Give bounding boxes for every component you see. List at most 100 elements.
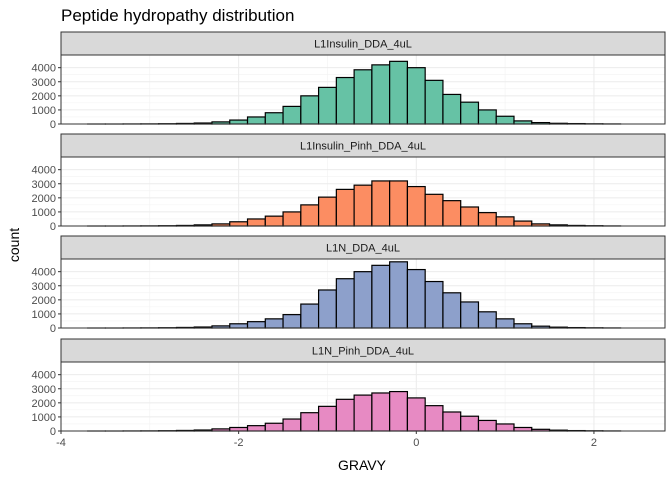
- histogram-bar: [513, 323, 533, 329]
- histogram-bar: [371, 392, 391, 432]
- histogram-bar: [460, 415, 480, 432]
- histogram-bar: [353, 271, 373, 329]
- y-tick-label: 1000: [32, 105, 56, 117]
- y-axis-title: count: [6, 228, 22, 262]
- panel-border: [60, 258, 666, 329]
- histogram-bar: [282, 314, 302, 329]
- y-tick-label: 0: [50, 426, 56, 438]
- x-axis: -4 -2 0 2: [56, 431, 597, 449]
- histogram-bar: [335, 278, 355, 329]
- histogram-bar: [353, 394, 373, 432]
- histogram-bar: [389, 261, 409, 329]
- facet-label: L1Insulin_Pinh_DDA_4uL: [300, 141, 426, 153]
- histogram-bar: [424, 405, 444, 432]
- histogram-bar: [229, 323, 249, 329]
- y-tick-label: 2000: [32, 398, 56, 410]
- histogram-bar: [335, 76, 355, 125]
- histogram-bar: [282, 105, 302, 125]
- y-tick-label: 1000: [32, 412, 56, 424]
- histogram-bar: [371, 64, 391, 125]
- histogram-bar: [406, 397, 426, 432]
- y-tick-label: 1000: [32, 309, 56, 321]
- histogram-bar: [371, 180, 391, 227]
- y-tick-label: 2000: [32, 193, 56, 205]
- chart-title: Peptide hydropathy distribution: [61, 6, 294, 25]
- histogram-bar: [246, 218, 266, 227]
- facet-panel: L1N_Pinh_DDA_4uL 0 1000 2000 3000 4000: [32, 338, 666, 438]
- histogram-bar: [300, 412, 320, 432]
- histogram-bar: [513, 426, 533, 432]
- histogram-bar: [460, 101, 480, 125]
- histogram-bar: [477, 212, 497, 227]
- histogram-bar: [460, 206, 480, 227]
- histogram-bar: [353, 69, 373, 125]
- histogram-bar: [442, 411, 462, 432]
- histogram-bar: [389, 60, 409, 125]
- facet-panel: L1Insulin_DDA_4uL 0 1000 2000 3000 4000: [32, 31, 666, 131]
- histogram-bar: [442, 93, 462, 125]
- histogram-bar: [371, 264, 391, 329]
- y-tick-label: 0: [50, 323, 56, 335]
- histogram-bar: [300, 303, 320, 329]
- histogram-bar: [300, 95, 320, 125]
- facet-label: L1N_Pinh_DDA_4uL: [312, 346, 414, 358]
- y-tick-label: 0: [50, 119, 56, 131]
- y-tick-label: 1000: [32, 207, 56, 219]
- histogram-bar: [424, 193, 444, 227]
- histogram-bar: [300, 204, 320, 227]
- facet-label: L1N_DDA_4uL: [326, 243, 400, 255]
- histogram-bar: [406, 185, 426, 227]
- x-tick-label: -2: [234, 437, 244, 449]
- histogram-bar: [495, 115, 515, 125]
- histogram-bar: [353, 184, 373, 227]
- histogram-bar: [264, 215, 284, 227]
- facet-panels: L1Insulin_DDA_4uL01000200030004000L1Insu…: [32, 31, 666, 438]
- y-tick-label: 3000: [32, 281, 56, 293]
- facet-panel: L1Insulin_Pinh_DDA_4uL 0 1000 2000 3000 4000: [32, 133, 666, 233]
- histogram-bar: [335, 188, 355, 227]
- panel-border: [60, 156, 666, 227]
- y-tick-label: 4000: [32, 267, 56, 279]
- y-tick-label: 4000: [32, 63, 56, 75]
- histogram-bar: [389, 180, 409, 227]
- histogram-bar: [477, 311, 497, 329]
- histogram-bar: [264, 422, 284, 432]
- histogram-bar: [406, 67, 426, 125]
- histogram-bar: [317, 196, 337, 227]
- y-tick-label: 4000: [32, 370, 56, 382]
- histogram-bar: [460, 301, 480, 329]
- histogram-bar: [229, 221, 249, 227]
- histogram-bar: [477, 109, 497, 125]
- y-tick-label: 3000: [32, 384, 56, 396]
- y-tick-label: 0: [50, 221, 56, 233]
- histogram-bar: [495, 216, 515, 227]
- panel-border: [60, 361, 666, 432]
- histogram-bar: [282, 211, 302, 227]
- x-axis-title: GRAVY: [338, 457, 387, 473]
- histogram-bar: [513, 220, 533, 227]
- histogram-bar: [442, 292, 462, 329]
- histogram-bar: [246, 116, 266, 125]
- histogram-bar: [264, 318, 284, 329]
- histogram-bar: [229, 426, 249, 432]
- facet-label: L1Insulin_DDA_4uL: [314, 39, 412, 51]
- histogram-bar: [335, 398, 355, 432]
- histogram-bar: [389, 390, 409, 432]
- y-tick-label: 3000: [32, 77, 56, 89]
- x-tick-label: 2: [591, 437, 597, 449]
- histogram-bar: [424, 79, 444, 125]
- y-tick-label: 2000: [32, 91, 56, 103]
- histogram-bar: [246, 321, 266, 329]
- y-tick-label: 2000: [32, 295, 56, 307]
- histogram-bar: [317, 86, 337, 125]
- histogram-bar: [264, 112, 284, 125]
- y-tick-label: 3000: [32, 179, 56, 191]
- histogram-bar: [495, 423, 515, 432]
- histogram-bar: [424, 280, 444, 329]
- x-tick-label: -4: [56, 437, 66, 449]
- histogram-bar: [406, 268, 426, 329]
- histogram-bar: [229, 119, 249, 125]
- histogram-bar: [495, 318, 515, 329]
- panel-border: [60, 54, 666, 125]
